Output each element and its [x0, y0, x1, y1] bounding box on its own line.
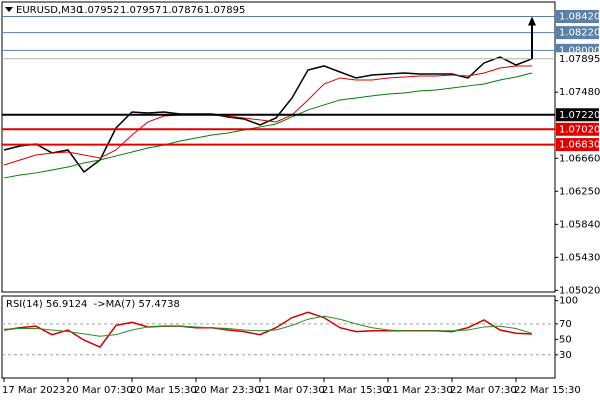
y-tick-label: 1.05840: [559, 219, 600, 230]
level-label: 1.07020: [559, 124, 600, 135]
level-label: 1.07220: [559, 110, 600, 121]
y-tick-label: 70: [559, 319, 572, 330]
series-line: [3, 72, 533, 179]
x-tick-label: 20 Mar 07:30: [66, 385, 133, 396]
ohlc-value: 1.07952: [78, 5, 119, 16]
y-tick-label: 1.05020: [559, 285, 600, 296]
y-tick-label: 100: [559, 296, 578, 307]
y-tick-label: 50: [559, 334, 572, 345]
x-tick-label: 20 Mar 23:30: [194, 385, 261, 396]
symbol-icon: [5, 7, 13, 12]
indicator-label: RSI(14) 56.9124 ->MA(7) 57.4738: [6, 299, 180, 310]
level-label: 1.08220: [559, 28, 600, 39]
y-tick-label: 1.05430: [559, 252, 600, 263]
ohlc-value: 1.07876: [162, 5, 203, 16]
chart-title: EURUSD,M30: [16, 5, 82, 16]
level-label: 1.08420: [559, 12, 600, 23]
x-tick-label: 20 Mar 15:30: [130, 385, 197, 396]
y-tick-label: 1.07480: [559, 87, 600, 98]
y-tick-label: 30: [559, 350, 572, 361]
level-label: 1.07895: [559, 54, 600, 65]
x-tick-label: 21 Mar 23:30: [386, 385, 453, 396]
x-tick-label: 22 Mar 15:30: [514, 385, 581, 396]
series-line: [3, 56, 533, 174]
level-label: 1.06830: [559, 140, 600, 151]
arrow-head: [528, 16, 536, 26]
x-tick-label: 22 Mar 07:30: [450, 385, 517, 396]
level-label-box: [556, 10, 599, 23]
level-label-box: [556, 108, 599, 122]
level-label-box: [556, 26, 599, 40]
x-tick-label: 21 Mar 07:30: [258, 385, 325, 396]
level-label-box: [556, 52, 599, 66]
ohlc-value: 1.07957: [120, 5, 161, 16]
series-line: [3, 65, 532, 166]
series-line: [3, 315, 533, 337]
ohlc-value: 1.07895: [204, 5, 245, 16]
price-panel: [1, 1, 556, 293]
y-tick-label: 1.06660: [559, 153, 600, 164]
x-tick-label: 21 Mar 15:30: [322, 385, 389, 396]
rsi-panel: [1, 295, 556, 379]
x-tick-label: 17 Mar 2023: [2, 385, 65, 396]
level-label-box: [556, 122, 599, 136]
y-tick-label: 1.06250: [559, 186, 600, 197]
level-label: 1.08000: [559, 45, 600, 56]
level-label-box: [556, 138, 599, 152]
